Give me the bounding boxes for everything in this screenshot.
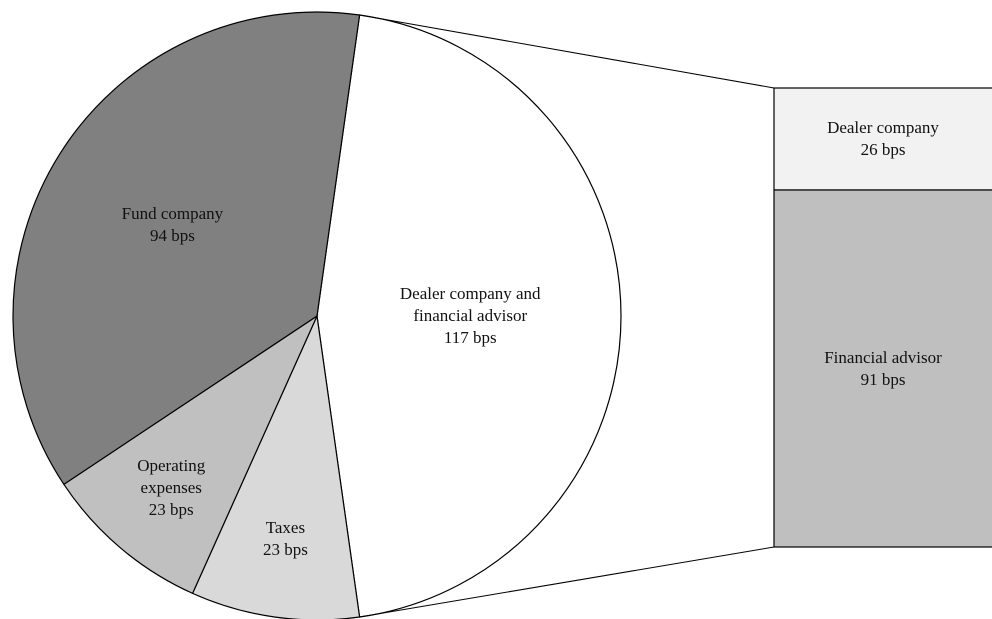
data-label: Fund company 94 bps: [72, 203, 272, 247]
pie-slice: [191, 313, 361, 619]
category-label: Taxes: [265, 518, 306, 538]
category-label: Operating expenses: [137, 456, 206, 498]
connector-line: [359, 546, 775, 618]
value-label: 91 bps: [860, 369, 906, 389]
category-label: Dealer company: [827, 118, 939, 137]
pie-slice: [63, 314, 319, 595]
data-label: Dealer company and financial advisor 117 …: [370, 283, 570, 349]
data-label: Financial advisor 91 bps: [783, 347, 983, 391]
bar-segment: [773, 189, 992, 548]
value-label: 23 bps: [262, 540, 308, 560]
bar-segment: [773, 87, 992, 191]
data-label: Operating expenses 23 bps: [124, 455, 219, 521]
pie-slice: [12, 11, 361, 486]
connector-line: [359, 14, 775, 89]
value-label: 23 bps: [148, 500, 194, 520]
data-label: Taxes 23 bps: [238, 517, 333, 561]
value-label: 94 bps: [149, 225, 195, 245]
category-label: Fund company: [121, 203, 224, 223]
pie-slice: [316, 14, 622, 618]
value-label: 26 bps: [860, 140, 906, 159]
category-label: Dealer company and financial advisor: [399, 284, 541, 325]
category-label: Financial advisor: [824, 347, 942, 367]
value-label: 117 bps: [443, 328, 497, 347]
data-label: Dealer company 26 bps: [783, 117, 983, 161]
